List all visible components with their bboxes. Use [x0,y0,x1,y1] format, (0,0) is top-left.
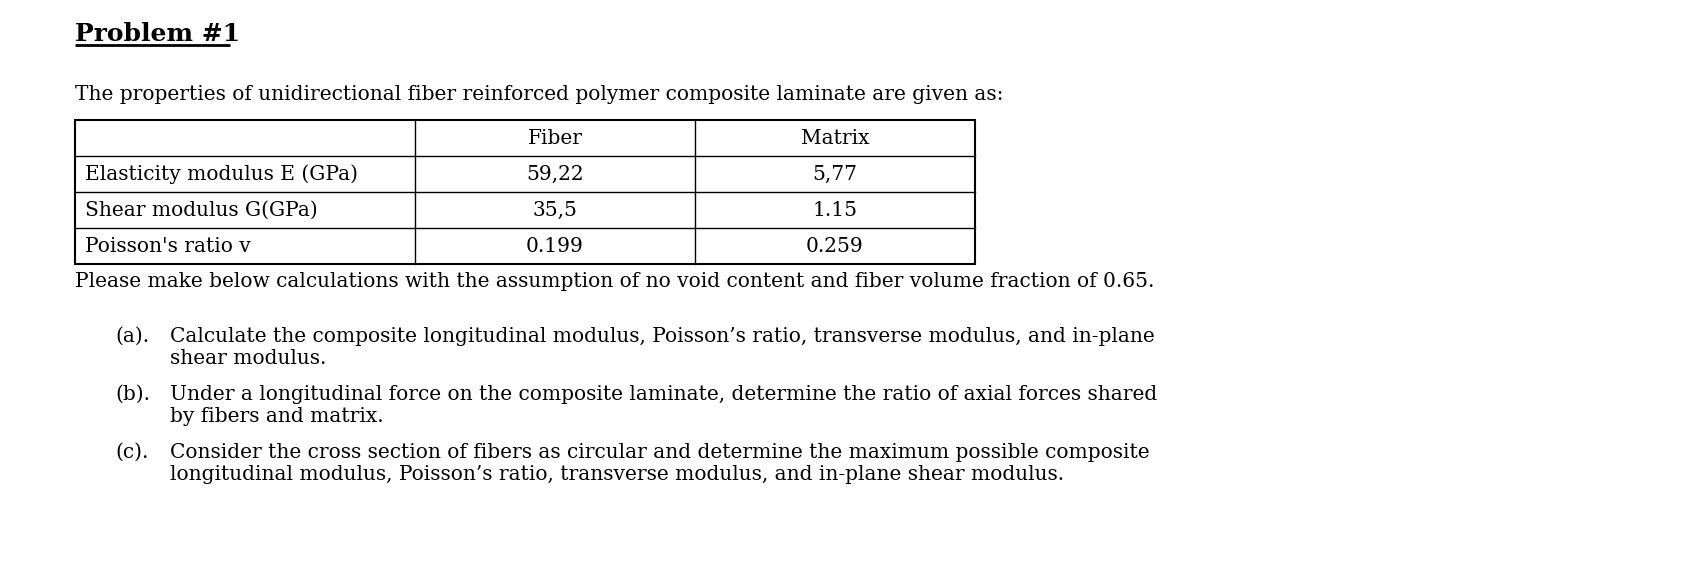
Text: 1.15: 1.15 [813,201,857,219]
Text: by fibers and matrix.: by fibers and matrix. [170,407,384,426]
Text: longitudinal modulus, Poisson’s ratio, transverse modulus, and in-plane shear mo: longitudinal modulus, Poisson’s ratio, t… [170,465,1064,484]
Text: Consider the cross section of fibers as circular and determine the maximum possi: Consider the cross section of fibers as … [170,443,1149,462]
Bar [75,120,976,264]
Text: Under a longitudinal force on the composite laminate, determine the ratio of axi: Under a longitudinal force on the compos… [170,385,1158,404]
Text: 0.199: 0.199 [525,236,583,256]
Text: (c).: (c). [116,443,148,462]
Text: Calculate the composite longitudinal modulus, Poisson’s ratio, transverse modulu: Calculate the composite longitudinal mod… [170,327,1154,346]
Text: 59,22: 59,22 [527,164,583,184]
Text: 35,5: 35,5 [532,201,578,219]
Text: (a).: (a). [116,327,150,346]
Text: 5,77: 5,77 [813,164,857,184]
Text: shear modulus.: shear modulus. [170,349,326,368]
Text: Matrix: Matrix [801,129,869,147]
Text: 0.259: 0.259 [806,236,864,256]
Text: (b).: (b). [116,385,150,404]
Text: Elasticity modulus E (GPa): Elasticity modulus E (GPa) [85,164,359,184]
Text: Problem #1: Problem #1 [75,22,240,46]
Text: Shear modulus G(GPa): Shear modulus G(GPa) [85,201,318,219]
Text: Fiber: Fiber [527,129,583,147]
Text: The properties of unidirectional fiber reinforced polymer composite laminate are: The properties of unidirectional fiber r… [75,85,1003,104]
Text: Please make below calculations with the assumption of no void content and fiber : Please make below calculations with the … [75,272,1154,291]
Text: Poisson's ratio v: Poisson's ratio v [85,236,252,256]
